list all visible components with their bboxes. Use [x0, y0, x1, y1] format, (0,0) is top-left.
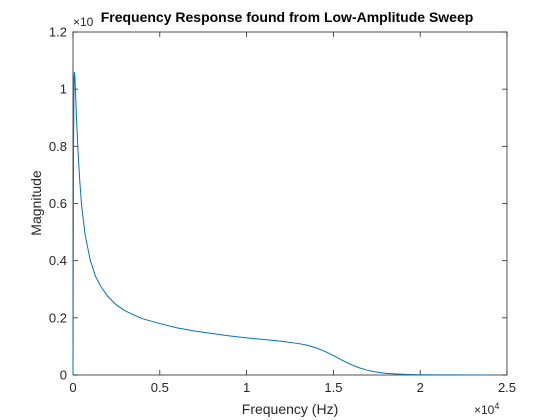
y-tick-label: 0.6	[49, 196, 67, 211]
x-tick-label: 0	[69, 380, 76, 395]
y-axis-label: Magnitude	[28, 170, 44, 236]
y-axis-ticks: 0 0.2 0.4 0.6 0.8 1 1.2	[49, 25, 507, 383]
y-tick-label: 1.2	[49, 25, 67, 40]
x-tick-label: 0.5	[151, 380, 169, 395]
series-line	[72, 71, 490, 376]
y-tick-label: 0.4	[49, 253, 67, 268]
y-tick-label: 1	[60, 82, 67, 97]
x-tick-label: 1	[243, 380, 250, 395]
plot-area	[72, 31, 508, 376]
y-tick-label: 0	[60, 368, 67, 383]
x-tick-label: 2.5	[498, 380, 516, 395]
y-tick-label: 0.2	[49, 310, 67, 325]
x-axis-ticks: 0 0.5 1 1.5 2 2.5	[69, 32, 516, 395]
x-axis-label: Frequency (Hz)	[242, 401, 338, 417]
chart-title: Frequency Response found from Low-Amplit…	[101, 9, 474, 25]
y-multiplier-label: ×10	[73, 15, 94, 29]
y-tick-label: 0.8	[49, 139, 67, 154]
y-multiplier-base: ×10	[73, 15, 94, 29]
x-multiplier-exponent: 4	[494, 401, 499, 411]
x-tick-label: 1.5	[324, 380, 342, 395]
x-multiplier-base: ×10	[474, 403, 495, 417]
x-multiplier-label: ×104	[474, 401, 499, 417]
x-tick-label: 2	[417, 380, 424, 395]
